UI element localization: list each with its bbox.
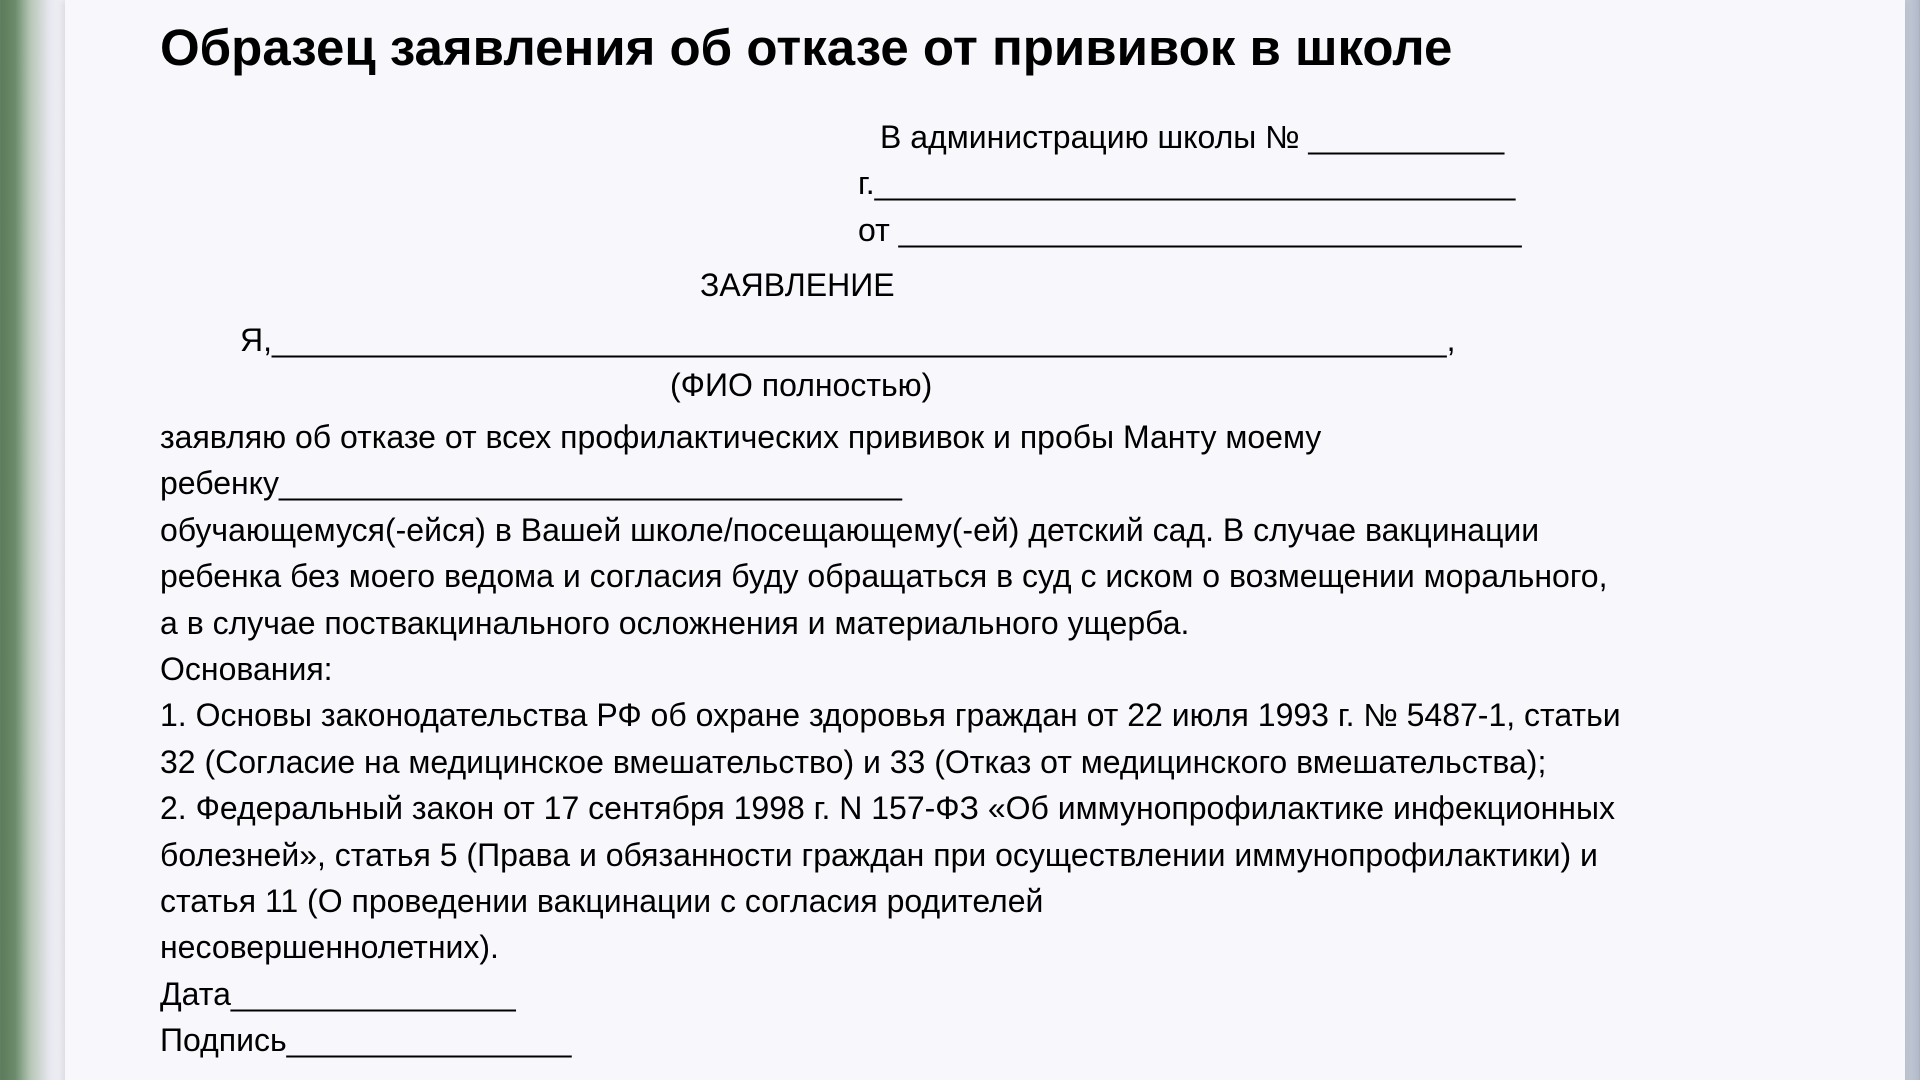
statement-heading: ЗАЯВЛЕНИЕ	[160, 265, 1865, 307]
body-line: ребенку_________________________________…	[160, 460, 1865, 506]
document-title: Образец заявления об отказе от прививок …	[160, 20, 1865, 76]
body-line: заявляю об отказе от всех профилактическ…	[160, 414, 1865, 460]
addressee-line-1: В администрацию школы № ___________	[750, 114, 1865, 160]
body-text: заявляю об отказе от всех профилактическ…	[160, 414, 1865, 1063]
addressee-line-2: г.____________________________________	[750, 160, 1865, 206]
body-line: 32 (Согласие на медицинское вмешательств…	[160, 739, 1865, 785]
body-line: а в случае поствакцинального осложнения …	[160, 600, 1865, 646]
body-line: несовершеннолетних).	[160, 924, 1865, 970]
body-line: Основания:	[160, 646, 1865, 692]
body-line: 1. Основы законодательства РФ об охране …	[160, 692, 1865, 738]
body-line: статья 11 (О проведении вакцинации с сог…	[160, 878, 1865, 924]
body-line: болезней», статья 5 (Права и обязанности…	[160, 832, 1865, 878]
body-line: обучающемуся(-ейся) в Вашей школе/посеща…	[160, 507, 1865, 553]
document-page: Образец заявления об отказе от прививок …	[65, 0, 1905, 1080]
body-line: 2. Федеральный закон от 17 сентября 1998…	[160, 785, 1865, 831]
addressee-line-3: от ___________________________________	[750, 207, 1865, 253]
applicant-name-line: Я,______________________________________…	[160, 317, 1865, 363]
addressee-block: В администрацию школы № ___________ г.__…	[750, 114, 1865, 253]
body-line: ребенка без моего ведома и согласия буду…	[160, 553, 1865, 599]
signature-line: Подпись________________	[160, 1017, 1865, 1063]
date-line: Дата________________	[160, 971, 1865, 1017]
fio-note: (ФИО полностью)	[160, 363, 1865, 408]
